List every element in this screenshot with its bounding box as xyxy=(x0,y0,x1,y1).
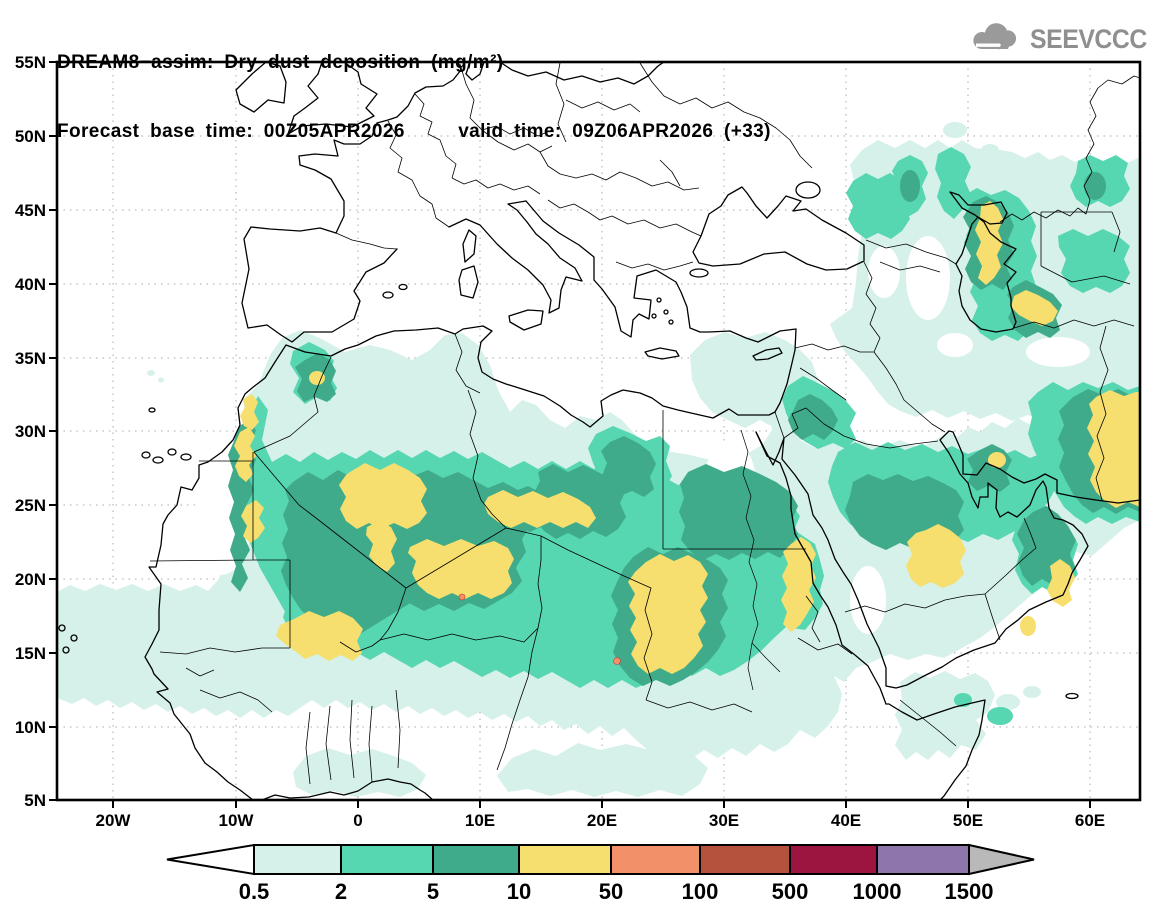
legend-over-arrow xyxy=(968,843,1035,876)
lat-axis-label: 10N xyxy=(15,718,46,737)
dust-region xyxy=(987,707,1013,725)
lat-axis-label: 15N xyxy=(15,644,46,663)
dust-layer-50-100 xyxy=(458,593,621,665)
colorbar-labels: 0.5 2 5 10 50 100 500 1000 1500 xyxy=(239,879,994,904)
legend-swatch-5-10 xyxy=(432,844,520,875)
legend-swatch-100-500 xyxy=(699,844,791,875)
dust-region xyxy=(975,201,1003,285)
legend-label: 10 xyxy=(507,879,531,904)
lat-axis-label: 20N xyxy=(15,570,46,589)
legend-label: 500 xyxy=(772,879,809,904)
lon-axis-label: 50E xyxy=(953,811,983,830)
lon-axis: 20W 10W 0 10E 20E 30E 40E 50E 60E xyxy=(96,811,1106,830)
legend-swatch-0.5-2 xyxy=(253,844,342,875)
dust-region xyxy=(900,170,920,202)
map-title-block: DREAM8−assim: Dry dust deposition (mg/m²… xyxy=(57,5,771,189)
dust-region xyxy=(309,371,325,385)
lon-axis-label: 10E xyxy=(465,811,495,830)
lon-axis-label: 10W xyxy=(219,811,255,830)
dust-region xyxy=(846,173,910,239)
legend-swatch-50-100 xyxy=(610,844,701,875)
dust-region xyxy=(339,463,427,529)
dust-region xyxy=(988,452,1006,468)
dust-region xyxy=(1047,559,1075,607)
dust-region xyxy=(906,524,966,588)
dust-region xyxy=(234,427,256,482)
dust-region xyxy=(628,554,708,674)
dust-region xyxy=(1087,390,1140,508)
lon-axis-label: 20W xyxy=(96,811,132,830)
dust-region xyxy=(788,394,838,440)
legend-label: 0.5 xyxy=(239,879,270,904)
seevccc-logo: SEEVCCC xyxy=(968,20,1157,58)
legend-label: 50 xyxy=(599,879,623,904)
dust-region xyxy=(366,521,397,572)
dust-region xyxy=(996,694,1020,710)
lon-axis-label: 0 xyxy=(353,811,362,830)
legend-under-arrow xyxy=(166,843,255,876)
dust-region xyxy=(158,377,164,383)
dust-region xyxy=(484,490,596,528)
lon-axis-label: 60E xyxy=(1075,811,1105,830)
legend-label: 5 xyxy=(427,879,439,904)
dust-region xyxy=(935,147,971,219)
dust-region xyxy=(601,436,656,497)
dust-layer-10-50 xyxy=(234,201,1140,674)
legend-swatch-500-1000 xyxy=(789,844,878,875)
dust-region xyxy=(1058,229,1130,293)
dust-region xyxy=(240,394,259,430)
lat-axis-label: 30N xyxy=(15,422,46,441)
coastlines xyxy=(58,62,1140,800)
dust-region xyxy=(293,748,426,797)
dust-region xyxy=(981,144,999,156)
legend-label: 100 xyxy=(682,879,719,904)
lat-axis-label: 5N xyxy=(24,791,46,810)
cloud-icon xyxy=(973,23,1017,50)
colorbar-legend xyxy=(166,843,1035,876)
lat-axis-label: 35N xyxy=(15,349,46,368)
title-line-2: Forecast base time: 00Z05APR2026 valid t… xyxy=(57,121,771,142)
lat-axis-label: 50N xyxy=(15,127,46,146)
dust-region xyxy=(1084,172,1106,200)
dust-region xyxy=(679,464,798,560)
dust-spot xyxy=(458,593,466,601)
legend-swatch-1000-1500 xyxy=(876,844,970,875)
map-frame xyxy=(49,60,1142,808)
legend-swatch-2-5 xyxy=(340,844,434,875)
logo-text: SEEVCCC xyxy=(1029,23,1147,54)
legend-swatch-10-50 xyxy=(518,844,612,875)
dust-region xyxy=(895,671,995,760)
lat-axis-label: 55N xyxy=(15,53,46,72)
country-borders xyxy=(149,62,1140,785)
lon-axis-label: 30E xyxy=(709,811,739,830)
dust-region xyxy=(276,611,363,661)
lat-axis-label: 40N xyxy=(15,275,46,294)
legend-label: 1500 xyxy=(945,879,994,904)
lat-axis-label: 25N xyxy=(15,496,46,515)
legend-label: 1000 xyxy=(853,879,902,904)
dust-region xyxy=(408,539,514,599)
dust-region xyxy=(147,370,155,376)
title-line-1: DREAM8−assim: Dry dust deposition (mg/m²… xyxy=(57,52,504,73)
dust-region xyxy=(1020,616,1036,636)
dust-region xyxy=(1011,290,1058,326)
dust-region xyxy=(497,743,708,797)
lat-axis: 55N 50N 45N 40N 35N 30N 25N 20N 15N 10N … xyxy=(15,53,46,810)
lon-axis-label: 20E xyxy=(587,811,617,830)
dust-spot xyxy=(613,657,621,665)
lat-axis-label: 45N xyxy=(15,201,46,220)
lon-axis-label: 40E xyxy=(831,811,861,830)
dust-region xyxy=(781,537,816,632)
dust-region xyxy=(1023,686,1041,698)
legend-label: 2 xyxy=(335,879,347,904)
dust-region xyxy=(943,122,967,138)
